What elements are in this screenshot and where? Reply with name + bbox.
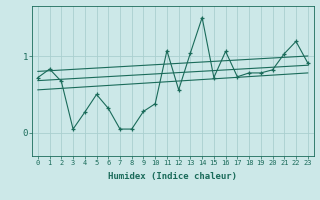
X-axis label: Humidex (Indice chaleur): Humidex (Indice chaleur)	[108, 172, 237, 181]
